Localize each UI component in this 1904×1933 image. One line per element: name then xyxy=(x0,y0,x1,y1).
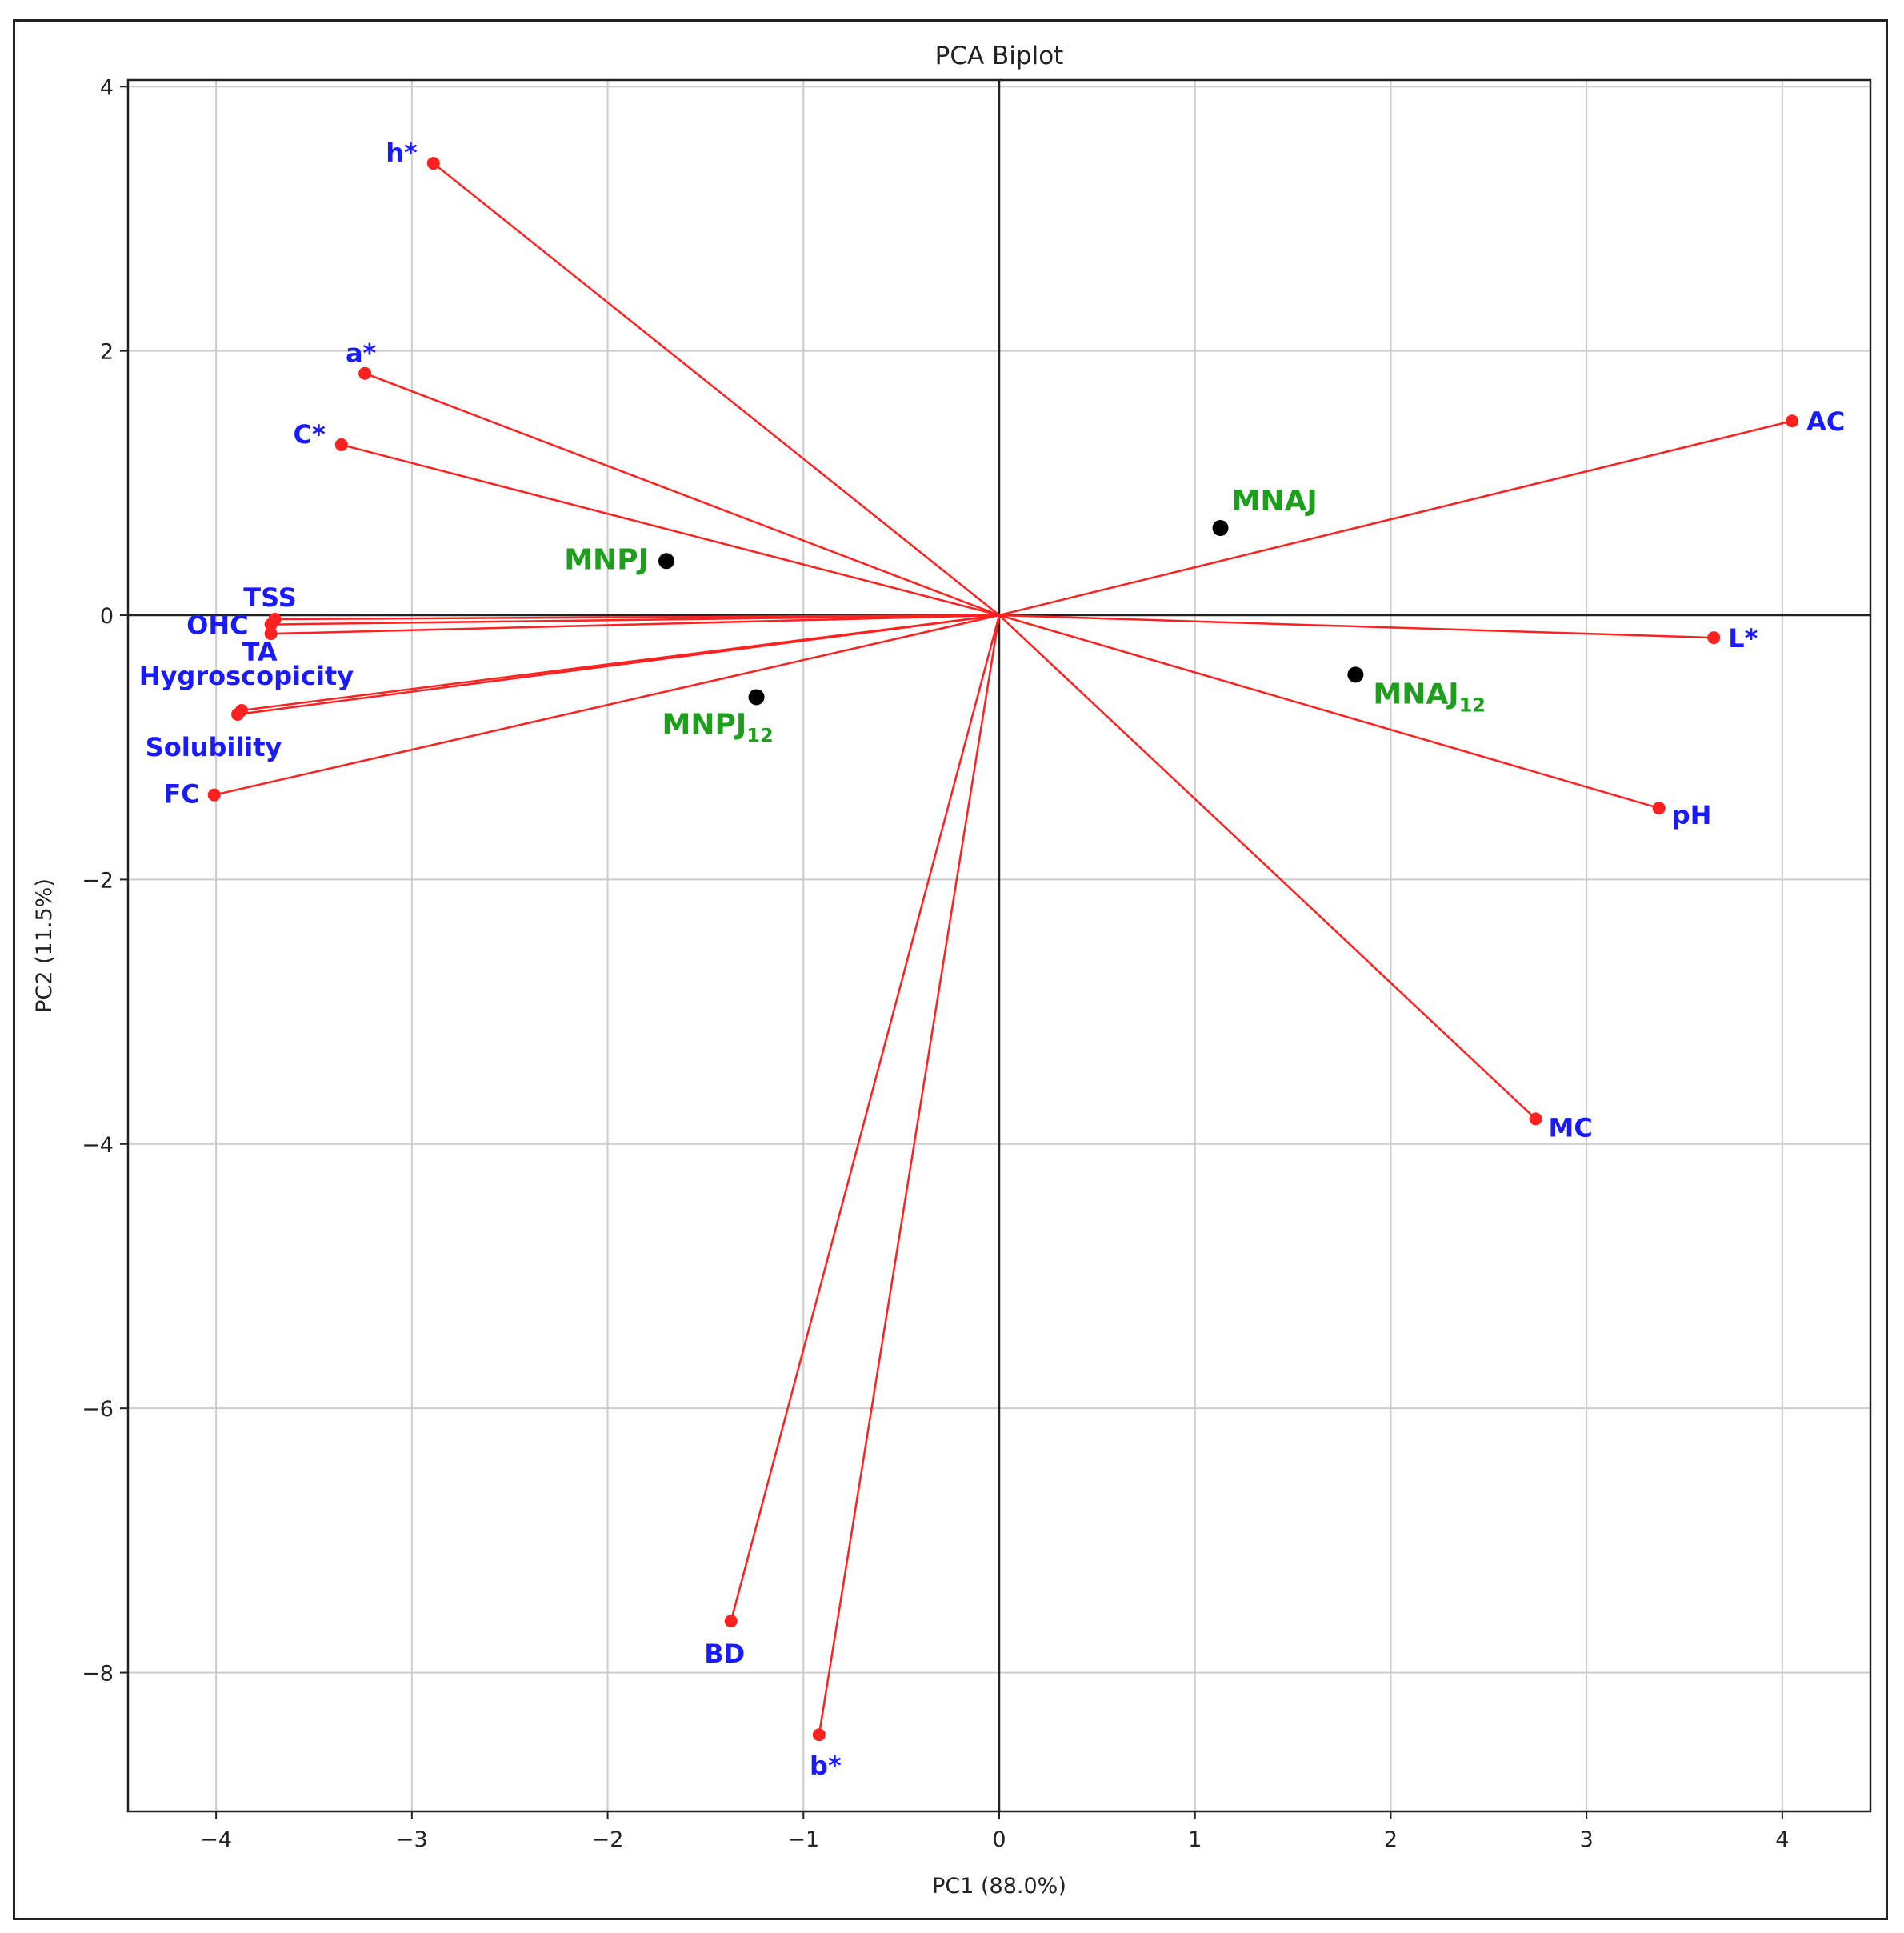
loading-point-a-star xyxy=(358,366,372,380)
y-tick-label: −8 xyxy=(82,1662,114,1687)
y-tick-label: −4 xyxy=(82,1133,114,1158)
sample-label-main: MNPJ xyxy=(662,708,747,741)
loading-point-l-star xyxy=(1707,631,1721,645)
loading-label-mc: MC xyxy=(1549,1112,1593,1143)
loading-label-c-star: C* xyxy=(294,419,326,450)
y-axis-label: PC2 (11.5%) xyxy=(32,878,57,1013)
loading-point-h-star xyxy=(426,157,440,170)
loading-vector-h-star xyxy=(432,162,1000,616)
x-tick-label: −1 xyxy=(787,1827,819,1852)
sample-point-mnpj xyxy=(658,553,674,570)
loading-point-ph xyxy=(1652,802,1666,815)
x-axis-label: PC1 (88.0%) xyxy=(932,1874,1066,1899)
chart-title: PCA Biplot xyxy=(935,42,1064,70)
loading-vector-b-star xyxy=(818,614,1001,1735)
loading-point-bd xyxy=(724,1615,738,1628)
loading-point-mc xyxy=(1529,1112,1542,1126)
loading-label-bd: BD xyxy=(704,1639,745,1669)
sample-point-mnpj12 xyxy=(748,689,765,706)
loading-vector-bd xyxy=(730,614,1001,1622)
loading-label-ohc: OHC xyxy=(186,610,248,641)
loading-vector-c-star xyxy=(341,443,1000,617)
loading-label-ph: pH xyxy=(1672,800,1712,830)
sample-label-mnpj12: MNPJ12 xyxy=(662,708,774,746)
x-tick-label: −3 xyxy=(396,1827,428,1852)
sample-label-main: MNPJ xyxy=(564,543,649,576)
loading-point-c-star xyxy=(334,438,348,451)
sample-label-subscript: 12 xyxy=(1459,694,1486,716)
loading-label-ac: AC xyxy=(1806,406,1845,437)
loading-vector-mc xyxy=(998,614,1537,1120)
loading-point-ohc xyxy=(264,618,278,631)
y-tick-label: 4 xyxy=(100,75,114,100)
loading-vector-solubility xyxy=(237,614,1000,716)
sample-point-mnaj12 xyxy=(1347,666,1364,683)
loading-vector-ph xyxy=(998,614,1660,810)
sample-point-mnaj xyxy=(1212,519,1229,536)
loading-vector-ta xyxy=(270,614,1000,635)
loading-point-solubility xyxy=(231,707,245,721)
x-tick-label: 3 xyxy=(1580,1827,1594,1852)
sample-label-main: MNAJ xyxy=(1373,678,1458,710)
x-tick-label: −2 xyxy=(592,1827,624,1852)
y-tick-label: −2 xyxy=(82,868,114,893)
y-tick-label: 2 xyxy=(100,340,114,365)
loading-vector-fc xyxy=(214,614,1000,796)
figure-frame xyxy=(13,19,1888,1920)
zero-lines xyxy=(128,80,1870,1811)
loading-vector-ac xyxy=(998,419,1793,617)
loading-label-hygroscopicity: Hygroscopicity xyxy=(139,661,354,691)
y-tick-label: −6 xyxy=(82,1397,114,1422)
loading-point-ac xyxy=(1786,414,1799,428)
loading-label-b-star: b* xyxy=(810,1751,842,1781)
sample-label-mnaj: MNAJ xyxy=(1232,485,1318,518)
loading-point-ta xyxy=(264,627,278,641)
loading-label-h-star: h* xyxy=(386,138,418,168)
sample-label-main: MNAJ xyxy=(1232,485,1318,518)
y-tick-label: 0 xyxy=(100,604,114,629)
loading-point-fc xyxy=(207,788,221,802)
loading-label-solubility: Solubility xyxy=(146,732,282,762)
x-tick-label: −4 xyxy=(200,1827,232,1852)
x-tick-label: 1 xyxy=(1188,1827,1202,1852)
x-tick-label: 4 xyxy=(1775,1827,1789,1852)
loading-label-ta: TA xyxy=(242,637,278,667)
loading-vector-l-star xyxy=(998,614,1714,639)
loading-label-tss: TSS xyxy=(243,582,296,613)
loading-vector-ohc xyxy=(270,614,1000,626)
x-tick-label: 0 xyxy=(992,1827,1006,1852)
sample-label-mnaj12: MNAJ12 xyxy=(1373,678,1486,716)
loading-label-l-star: L* xyxy=(1728,623,1758,654)
loading-point-b-star xyxy=(812,1728,826,1742)
loading-label-fc: FC xyxy=(163,779,199,810)
sample-label-subscript: 12 xyxy=(746,724,773,746)
loading-label-a-star: a* xyxy=(346,338,377,369)
loading-vector-a-star xyxy=(364,372,1000,617)
sample-label-mnpj: MNPJ xyxy=(564,543,649,576)
x-tick-label: 2 xyxy=(1384,1827,1398,1852)
